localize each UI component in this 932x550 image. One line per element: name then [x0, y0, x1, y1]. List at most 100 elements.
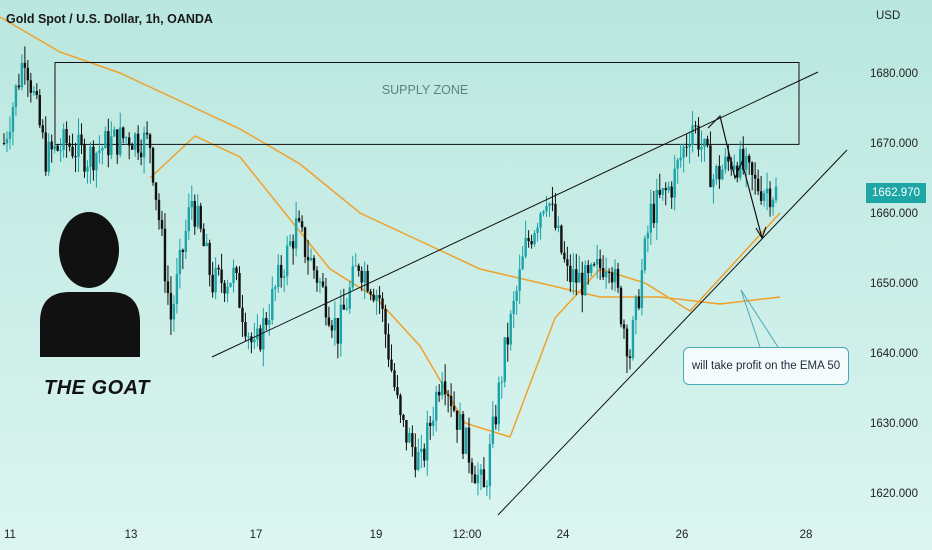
candle-body	[527, 237, 530, 242]
y-tick-label: 1670.000	[870, 138, 918, 150]
candle-body	[643, 238, 647, 271]
candle-body	[282, 276, 286, 278]
candle-body	[291, 241, 295, 249]
watermark-name: THE GOAT	[44, 377, 150, 399]
candle-body	[14, 85, 18, 108]
candle-body	[98, 150, 101, 154]
candle-body	[130, 145, 134, 150]
candle-body	[500, 381, 503, 383]
candle-body	[247, 336, 250, 338]
y-tick-label: 1650.000	[870, 278, 918, 290]
candle-body	[369, 291, 372, 295]
candle-body	[560, 225, 563, 253]
candle-body	[572, 269, 575, 283]
candle-body	[56, 145, 59, 151]
y-tick-label: 1620.000	[870, 488, 918, 500]
candle-body	[345, 308, 348, 310]
candle-body	[184, 231, 188, 253]
candle-body	[774, 186, 778, 200]
candle-body	[402, 415, 405, 421]
candle-body	[640, 270, 644, 309]
candle-body	[497, 382, 501, 425]
candle-body	[208, 242, 211, 275]
candle-body	[232, 267, 235, 283]
candle-body	[396, 387, 399, 396]
candle-body	[68, 143, 71, 147]
candle-body	[730, 161, 733, 170]
candle-body	[694, 125, 697, 127]
candle-body	[420, 448, 423, 452]
candle-body	[110, 136, 113, 156]
candle-body	[649, 203, 653, 233]
candle-body	[461, 414, 465, 454]
candle-body	[339, 304, 343, 344]
candle-body	[423, 448, 426, 461]
candle-body	[715, 166, 718, 180]
candle-body	[238, 272, 241, 308]
candle-body	[381, 298, 384, 309]
x-tick-label: 24	[557, 529, 570, 541]
candle-body	[435, 391, 438, 421]
candle-body	[211, 274, 214, 293]
candle-body	[50, 141, 53, 150]
candle-body	[578, 272, 581, 283]
candle-body	[348, 287, 351, 309]
candle-body	[47, 141, 50, 172]
candle-body	[479, 469, 483, 475]
x-tick-label: 12:00	[453, 529, 482, 541]
take-profit-callout: will take profit on the EMA 50	[683, 347, 849, 385]
candle-body	[655, 189, 658, 224]
candle-body	[327, 317, 331, 326]
callout-pointer-2	[740, 289, 779, 348]
candle-body	[214, 267, 217, 293]
candle-body	[127, 137, 131, 146]
candle-body	[625, 328, 629, 357]
candle-body	[622, 324, 626, 329]
candle-body	[515, 290, 518, 301]
candle-body	[253, 339, 256, 343]
candle-body	[670, 186, 673, 198]
candle-body	[458, 414, 462, 430]
candle-body	[244, 322, 247, 337]
candle-body	[250, 336, 253, 343]
callout-pointer-1	[740, 289, 761, 348]
candle-body	[217, 267, 220, 270]
y-tick-label: 1680.000	[870, 68, 918, 80]
candle-body	[703, 138, 706, 148]
candle-body	[581, 272, 584, 296]
candle-body	[592, 264, 596, 266]
candle-body	[92, 146, 95, 171]
candle-body	[354, 265, 357, 267]
candle-body	[613, 268, 617, 283]
candle-body	[32, 90, 36, 93]
x-tick-label: 28	[800, 529, 813, 541]
candle-body	[271, 288, 274, 320]
candle-body	[71, 146, 74, 157]
x-tick-label: 19	[370, 529, 383, 541]
candle-body	[35, 90, 38, 96]
candle-body	[464, 427, 468, 454]
supply-zone-box	[54, 62, 800, 145]
candle-body	[554, 204, 557, 228]
candle-body	[306, 256, 310, 261]
candle-body	[145, 132, 149, 135]
candle-body	[521, 256, 524, 270]
candle-body	[664, 188, 667, 191]
candle-body	[277, 264, 280, 288]
candle-body	[104, 131, 107, 149]
candle-body	[20, 62, 24, 88]
candle-body	[652, 203, 656, 224]
candle-body	[315, 270, 319, 283]
candle-body	[83, 144, 86, 172]
candle-body	[750, 162, 754, 175]
candle-body	[309, 258, 313, 261]
candle-body	[518, 269, 521, 291]
candle-body	[387, 334, 390, 360]
candle-body	[533, 233, 536, 245]
candle-body	[360, 270, 363, 283]
candle-body	[485, 485, 489, 488]
candle-body	[294, 218, 298, 249]
candle-body	[23, 62, 27, 68]
candlesticks	[2, 46, 778, 500]
